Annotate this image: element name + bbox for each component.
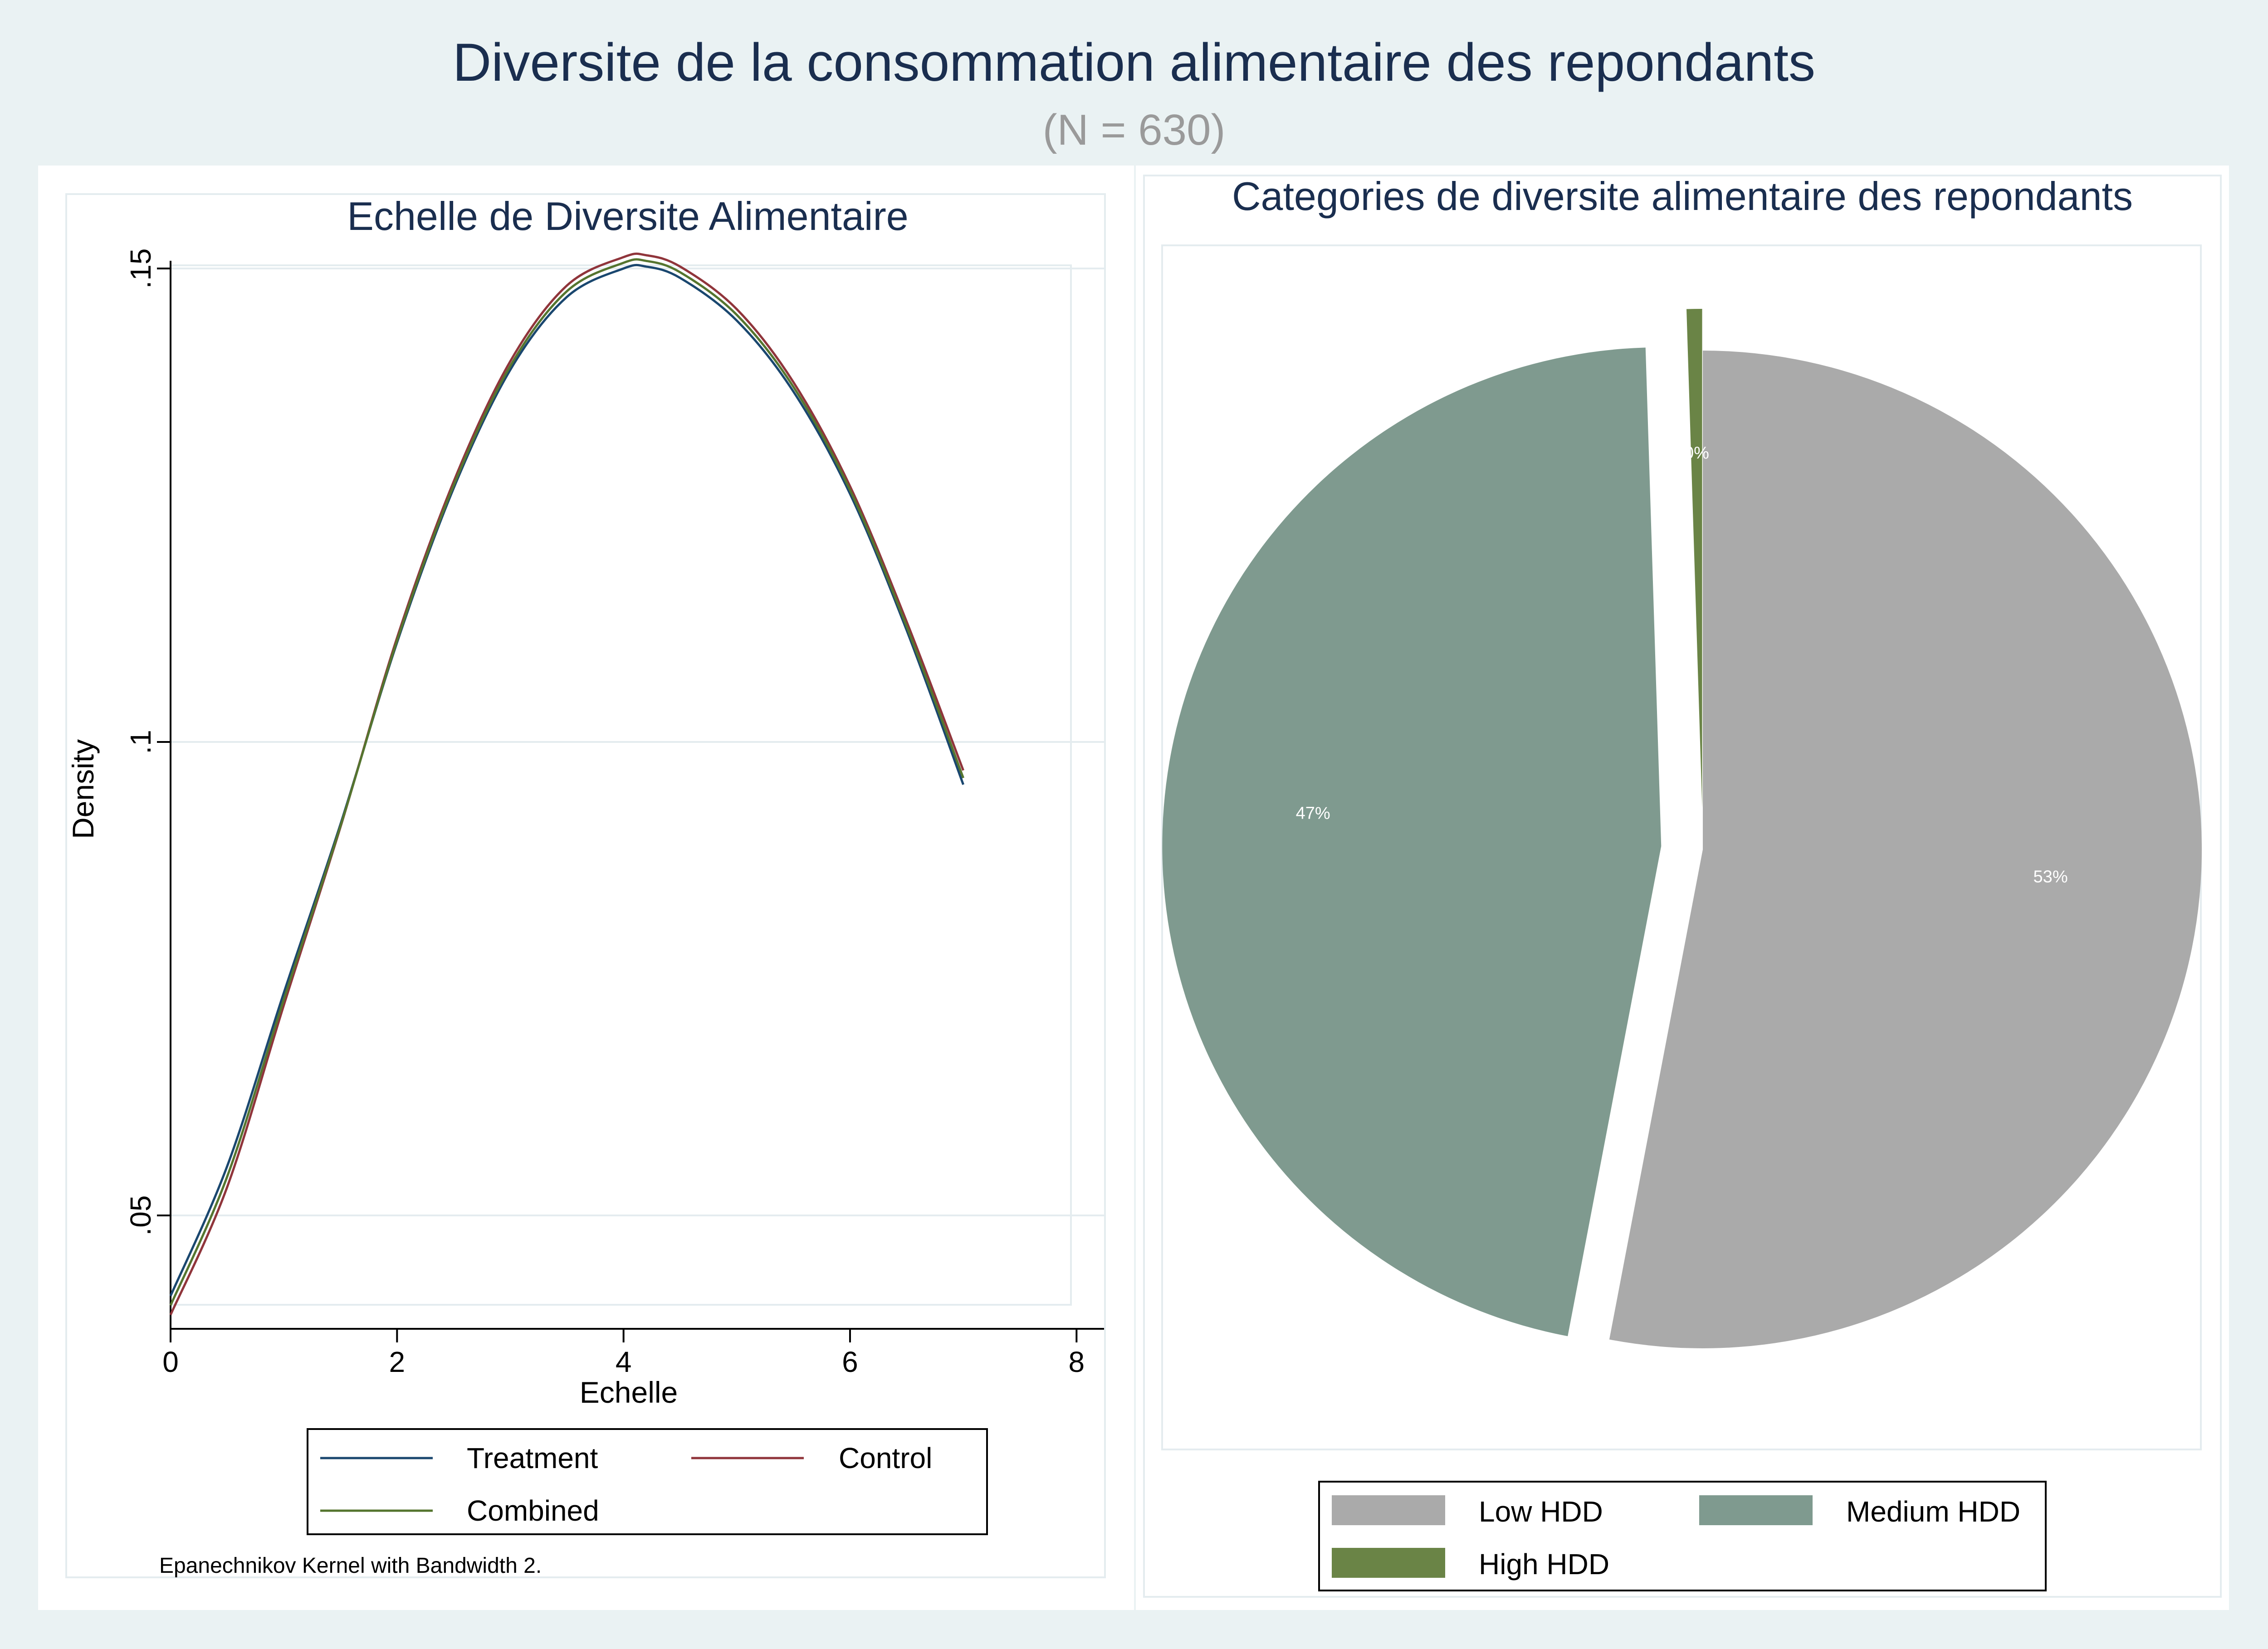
plot-region: [170, 264, 1072, 1306]
legend-label-treatment: Treatment: [467, 1442, 598, 1474]
density-panel: Echelle de Diversite Alimentaire .05 .1 .1…: [38, 166, 1134, 1610]
series-line-treatment: [169, 263, 964, 1297]
kernel-note: Epanechnikov Kernel with Bandwidth 2.: [159, 1554, 542, 1578]
legend-label-low-hdd: Low HDD: [1479, 1495, 1603, 1528]
pie-slice-medium-hdd: [1162, 347, 1662, 1337]
density-legend: Treatment Control Combined: [307, 1428, 988, 1535]
x-tick-label: 2: [389, 1346, 406, 1378]
legend-label-high-hdd: High HDD: [1479, 1548, 1609, 1581]
series-line-combined: [169, 258, 964, 1306]
legend-label-medium-hdd: Medium HDD: [1846, 1495, 2020, 1528]
legend-swatch-low-hdd: [1332, 1495, 1445, 1525]
pie-frame: [1143, 175, 2222, 1598]
pie-value-labels: 53% 47% 0%: [1296, 444, 2068, 886]
main-subtitle: (N = 630): [1042, 106, 1226, 154]
legend-label-control: Control: [839, 1442, 932, 1474]
pie-chart: Categories de diversite alimentaire des …: [1143, 174, 2222, 1598]
density-chart: Echelle de Diversite Alimentaire .05 .1 .1…: [65, 193, 1106, 1578]
pie-value-label: 0%: [1684, 444, 1709, 463]
pie-value-label: 47%: [1296, 804, 1330, 823]
ticks: .05 .1 .15 0 2 4 6 8: [124, 249, 1085, 1378]
legend-box: [307, 1428, 988, 1535]
legend-swatch-medium-hdd: [1699, 1495, 1813, 1525]
grid-lines: [171, 268, 1104, 1216]
main-title: Diversite de la consommation alimentaire…: [453, 33, 1815, 93]
y-tick-label: .15: [124, 249, 157, 289]
y-tick-label: .1: [124, 730, 157, 754]
x-tick-label: 0: [162, 1346, 179, 1378]
x-axis-label: Echelle: [580, 1376, 678, 1409]
legend-label-combined: Combined: [467, 1494, 599, 1527]
pie-slice-low-hdd: [1609, 351, 2202, 1348]
pie-value-label: 53%: [2033, 867, 2068, 886]
pie-legend: Low HDD Medium HDD High HDD: [1318, 1481, 2047, 1591]
x-tick-label: 8: [1068, 1346, 1085, 1378]
pie-title: Categories de diversite alimentaire des …: [1232, 174, 2133, 219]
density-title: Echelle de Diversite Alimentaire: [347, 194, 908, 239]
pie-panel: Categories de diversite alimentaire des …: [1136, 166, 2229, 1610]
x-tick-label: 4: [616, 1346, 632, 1378]
series-line-control: [169, 252, 964, 1316]
pie-slice-high-hdd: [1686, 309, 1702, 808]
density-series: [169, 252, 964, 1316]
legend-swatch-high-hdd: [1332, 1548, 1445, 1578]
axes: [170, 261, 1104, 1330]
density-frame: [65, 193, 1106, 1578]
y-axis-label: Density: [66, 739, 100, 839]
pie-slices: [1162, 309, 2202, 1348]
x-tick-label: 6: [842, 1346, 858, 1378]
y-tick-label: .05: [124, 1195, 157, 1236]
